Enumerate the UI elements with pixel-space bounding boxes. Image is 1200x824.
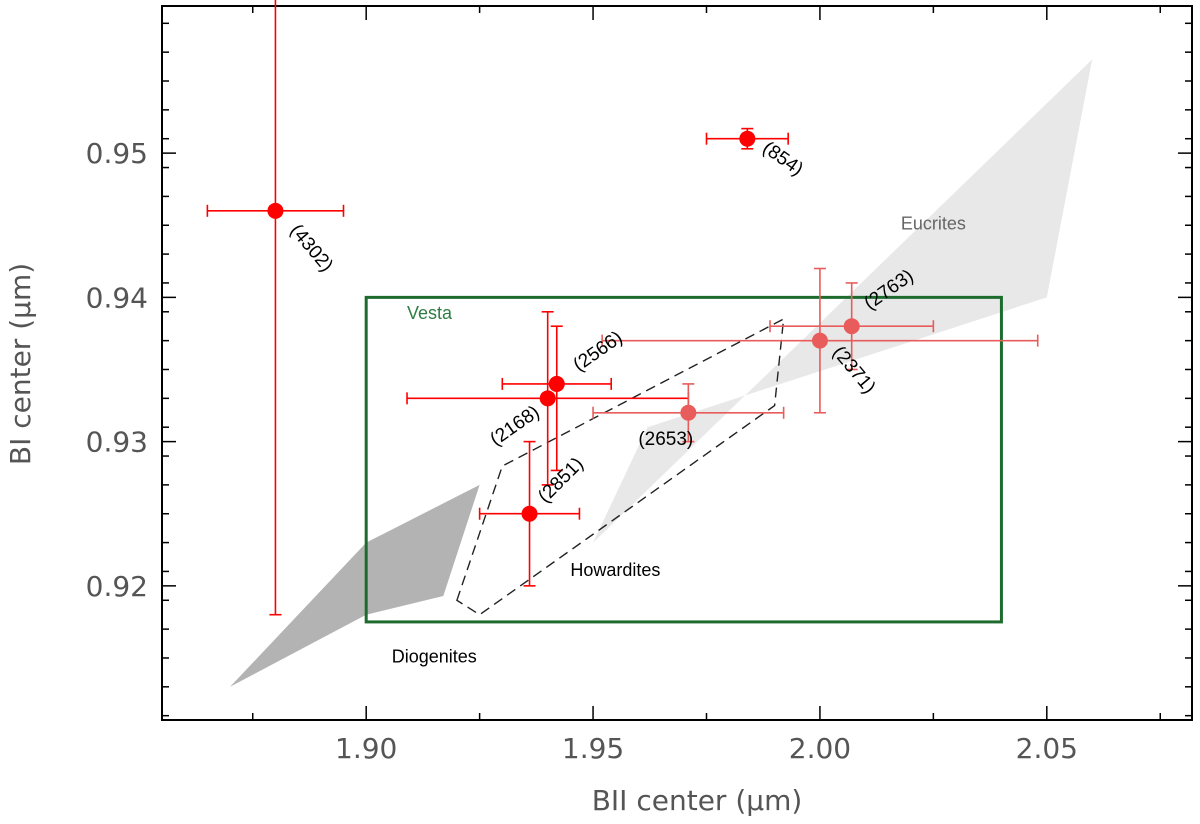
data-point-2851 <box>478 440 581 587</box>
composition-regions: Eucrites Diogenites Howardites Vesta <box>230 59 1093 687</box>
howardites-label: Howardites <box>570 560 660 580</box>
data-points <box>206 0 1039 616</box>
x-tick-label: 1.95 <box>562 732 624 765</box>
axis-ticks: 1.90 1.95 2.00 2.05 0.92 0.93 0.94 0.95 <box>86 6 1192 765</box>
x-tick-label: 2.05 <box>1016 732 1078 765</box>
point-marker <box>680 404 697 421</box>
point-marker <box>548 375 565 392</box>
diogenites-label: Diogenites <box>392 646 477 666</box>
point-marker <box>539 390 556 407</box>
vesta-label: Vesta <box>407 303 453 323</box>
data-point-854 <box>705 127 789 150</box>
x-tick-label: 2.00 <box>789 732 851 765</box>
eucrites-region <box>593 59 1093 543</box>
point-label-2653: (2653) <box>638 429 693 450</box>
data-point-2653 <box>592 383 785 443</box>
point-marker <box>843 318 860 335</box>
y-axis-title: BI center (μm) <box>4 263 37 465</box>
x-axis-title: BII center (μm) <box>592 784 803 817</box>
y-tick-label: 0.93 <box>86 426 148 459</box>
point-marker <box>267 202 284 219</box>
x-tick-label: 1.90 <box>335 732 397 765</box>
data-point-2168 <box>406 310 690 486</box>
point-label-2851: (2851) <box>534 454 588 508</box>
data-point-2371 <box>601 267 1039 414</box>
point-label-854: (854) <box>758 138 806 181</box>
howardites-region <box>456 317 785 616</box>
y-tick-label: 0.94 <box>86 281 148 314</box>
vesta-region <box>364 295 1003 624</box>
data-point-4302 <box>206 0 345 616</box>
diogenites-region <box>230 484 480 687</box>
point-label-2168: (2168) <box>487 402 544 451</box>
data-point-2763 <box>769 282 935 371</box>
point-marker <box>739 130 756 147</box>
axes <box>161 5 1193 721</box>
plot-frame <box>161 5 1193 721</box>
point-marker <box>521 505 538 522</box>
point-label-2566: (2566) <box>570 327 627 376</box>
y-tick-label: 0.92 <box>86 570 148 603</box>
y-tick-label: 0.95 <box>86 137 148 170</box>
data-point-2566 <box>501 325 613 472</box>
point-marker <box>811 332 828 349</box>
point-label-4302: (4302) <box>286 221 337 277</box>
eucrites-label: Eucrites <box>901 214 966 234</box>
